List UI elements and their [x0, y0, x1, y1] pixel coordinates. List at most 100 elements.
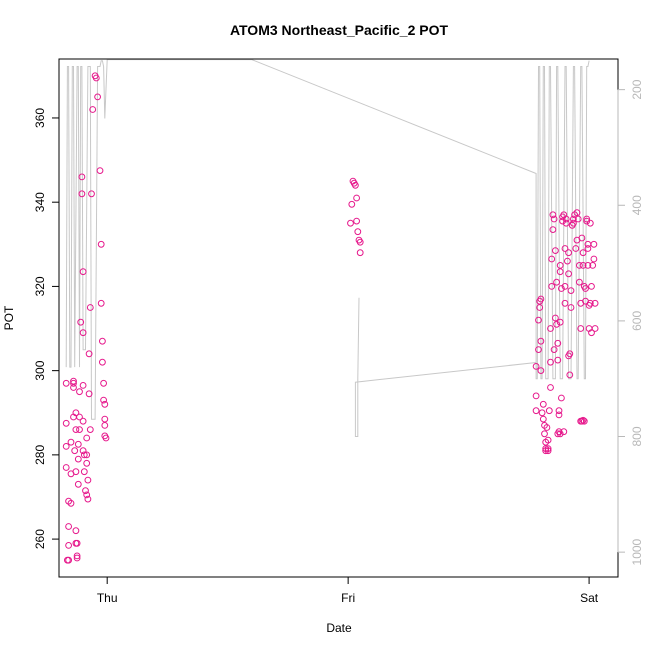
data-point — [561, 299, 569, 307]
data-point — [586, 299, 594, 307]
data-point — [556, 268, 564, 276]
data-point — [88, 190, 95, 198]
data-point — [552, 247, 559, 255]
data-point — [62, 443, 70, 450]
x-tick-label: Sat — [580, 591, 599, 605]
data-point — [588, 283, 595, 290]
data-point — [356, 249, 364, 257]
data-point — [547, 358, 554, 366]
data-point — [84, 495, 92, 503]
data-point — [101, 415, 109, 423]
data-point — [86, 304, 94, 311]
data-point — [352, 181, 359, 189]
data-point — [76, 388, 83, 396]
data-point — [89, 106, 97, 113]
data-point — [573, 209, 581, 217]
data-point — [584, 262, 592, 269]
data-point — [356, 238, 364, 246]
data-point — [591, 325, 599, 332]
data-point — [70, 379, 77, 387]
data-point — [532, 363, 540, 370]
data-point — [552, 314, 559, 322]
data-point — [96, 167, 104, 175]
data-point — [354, 228, 362, 236]
data-point — [102, 434, 110, 442]
data-point — [62, 419, 70, 427]
data-point — [74, 480, 82, 488]
data-point — [541, 430, 548, 438]
data-point — [73, 539, 81, 547]
right-tick-label: 1000 — [630, 538, 644, 565]
data-point — [589, 262, 597, 269]
data-point — [67, 499, 75, 507]
data-point — [556, 262, 564, 269]
data-point — [64, 556, 71, 564]
data-point — [78, 173, 86, 181]
data-point — [543, 424, 551, 431]
data-point — [554, 356, 562, 364]
data-point — [570, 219, 577, 227]
y-tick-label: 320 — [33, 276, 47, 296]
data-point — [348, 200, 356, 208]
data-point — [574, 215, 582, 223]
data-point — [565, 270, 572, 278]
x-axis-label: Date — [326, 621, 352, 635]
data-point — [79, 329, 87, 337]
right-tick-label: 800 — [630, 426, 644, 446]
data-point — [562, 215, 570, 223]
data-point — [547, 325, 554, 332]
data-point — [353, 217, 361, 225]
data-point — [100, 379, 107, 387]
x-tick-label: Fri — [341, 591, 355, 605]
data-point — [101, 422, 109, 429]
data-point — [556, 430, 564, 438]
data-point — [72, 468, 80, 476]
data-point — [547, 384, 554, 391]
data-point — [532, 407, 540, 415]
data-point — [562, 219, 570, 227]
data-point — [67, 438, 75, 446]
data-point — [555, 411, 563, 419]
data-point — [549, 211, 557, 219]
depth-track-line-1 — [65, 59, 590, 420]
data-point — [554, 339, 562, 347]
data-point — [583, 217, 591, 225]
x-tick-label: Thu — [97, 591, 118, 605]
depth-track-layer — [65, 59, 590, 437]
data-point — [80, 468, 88, 476]
data-point — [532, 392, 540, 400]
data-point — [544, 445, 552, 453]
data-point — [83, 459, 91, 467]
data-point — [556, 318, 564, 326]
data-point — [561, 245, 569, 252]
y-tick-label: 280 — [33, 445, 47, 465]
y-axis-label: POT — [2, 305, 16, 330]
data-point — [553, 320, 560, 328]
data-point — [580, 417, 588, 425]
data-point — [537, 337, 545, 345]
data-point — [550, 215, 558, 223]
data-point — [560, 428, 568, 436]
data-point — [73, 552, 81, 560]
data-point — [99, 358, 106, 366]
data-point — [82, 487, 89, 495]
depth-track-line-2 — [354, 297, 537, 437]
data-point — [548, 283, 556, 290]
data-point — [85, 390, 93, 398]
data-point — [586, 219, 594, 227]
data-point — [549, 226, 557, 234]
data-point — [555, 407, 563, 415]
data-point — [78, 190, 86, 198]
right-tick-label: 400 — [630, 195, 644, 215]
data-point — [535, 346, 542, 354]
data-point — [544, 447, 552, 455]
data-point — [92, 74, 100, 82]
data-point — [537, 295, 545, 303]
data-point — [550, 346, 558, 354]
data-point — [553, 278, 560, 286]
data-point — [584, 245, 592, 252]
right-tick-label: 200 — [630, 79, 644, 99]
data-point — [62, 464, 70, 471]
data-point — [97, 240, 105, 248]
data-point — [353, 194, 361, 202]
